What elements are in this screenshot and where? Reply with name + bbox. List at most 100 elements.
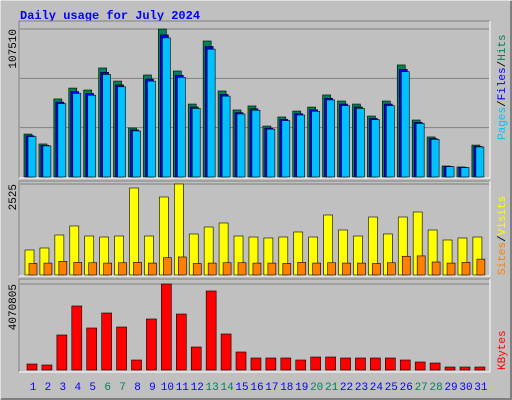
x-tick-label: 15 [235, 382, 248, 394]
bar [475, 146, 485, 178]
bar [177, 77, 186, 178]
bar [103, 262, 112, 276]
x-tick-label: 30 [459, 382, 472, 394]
bar [281, 120, 291, 178]
bevel [19, 181, 491, 277]
bar [87, 94, 97, 178]
x-tick-label: 20 [310, 382, 323, 394]
bar [220, 333, 232, 371]
bevel [19, 21, 491, 179]
bar [431, 261, 441, 276]
legend-separator: / [497, 61, 509, 68]
bar [355, 357, 366, 371]
x-tick-label: 17 [265, 382, 278, 394]
bar [205, 290, 217, 371]
bevel [18, 278, 490, 372]
bar [476, 258, 486, 276]
bar [385, 357, 396, 371]
x-tick-label: 26 [400, 382, 413, 394]
bar [42, 145, 52, 178]
x-tick-label: 28 [430, 382, 443, 394]
bar [357, 262, 366, 276]
x-tick-label: 6 [104, 382, 111, 394]
bar [148, 262, 157, 276]
bar [312, 262, 321, 276]
bar [371, 119, 380, 178]
bar [342, 262, 351, 276]
x-tick-label: 29 [444, 382, 457, 394]
bar [176, 313, 187, 371]
bar [58, 261, 68, 276]
bar [356, 108, 365, 178]
bar [252, 262, 262, 276]
y-tick-label: 4070805 [8, 284, 20, 330]
bar [282, 263, 292, 276]
bar [461, 262, 471, 276]
bar [190, 346, 202, 371]
bar [117, 86, 126, 178]
bar [460, 167, 470, 178]
bar [430, 139, 440, 178]
x-tick-label: 31 [474, 382, 488, 394]
bar [129, 187, 139, 276]
bar [445, 166, 455, 178]
bar [161, 283, 172, 371]
bar [295, 359, 307, 371]
y-tick-label: 2525 [8, 184, 20, 210]
x-tick-label: 24 [370, 382, 384, 394]
bar [237, 262, 247, 276]
bar [400, 71, 410, 178]
bar [102, 74, 111, 178]
x-tick-label: 16 [250, 382, 263, 394]
legend-separator: / [497, 100, 509, 107]
x-tick-label: 11 [176, 382, 190, 394]
bar [401, 255, 411, 276]
bar [414, 361, 426, 371]
bar [192, 263, 202, 276]
x-tick-label: 23 [355, 382, 368, 394]
bar [459, 366, 471, 371]
bar [250, 357, 262, 371]
bar [88, 262, 98, 276]
x-tick-label: 2 [45, 382, 52, 394]
bar [325, 356, 336, 371]
bar [221, 95, 231, 178]
bar [387, 262, 396, 276]
legend-separator: / [497, 235, 509, 242]
bar [57, 103, 67, 178]
x-tick-label: 8 [134, 382, 141, 394]
bar [86, 327, 98, 371]
x-tick-label: 4 [74, 382, 81, 394]
bar [191, 108, 201, 178]
x-tick-label: 1 [30, 382, 37, 394]
x-tick-label: 10 [161, 382, 174, 394]
bar [101, 312, 112, 371]
legend-label: Pages [497, 107, 509, 140]
x-tick-label: 14 [220, 382, 234, 394]
legend-label: KBytes [497, 330, 509, 370]
bar [429, 362, 441, 371]
bar [147, 80, 156, 178]
legend-label: Visits [497, 196, 509, 236]
bar [206, 48, 216, 178]
bar [236, 113, 246, 178]
legend: Sites/Visits [497, 196, 509, 275]
legend-label: Sites [497, 242, 509, 275]
bevel [19, 279, 491, 373]
legend-label: Hits [497, 34, 509, 60]
x-tick-label: 9 [149, 382, 156, 394]
bar [265, 357, 277, 371]
bar [162, 37, 171, 178]
bar [340, 357, 351, 371]
bar [72, 93, 82, 178]
x-tick-label: 18 [280, 382, 293, 394]
bar [251, 109, 261, 178]
bevel [18, 180, 490, 276]
bar [310, 356, 321, 371]
bar [118, 262, 127, 276]
x-tick-label: 22 [340, 382, 353, 394]
bar [446, 262, 456, 276]
bar [372, 263, 381, 276]
bar [399, 359, 411, 371]
